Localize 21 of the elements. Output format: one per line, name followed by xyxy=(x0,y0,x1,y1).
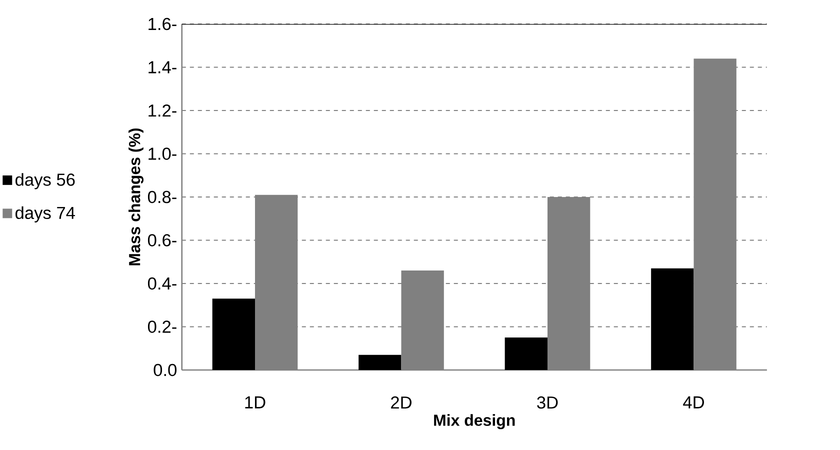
legend-label: days 56 xyxy=(16,173,75,190)
x-axis-title: Mix design xyxy=(434,414,515,430)
y-tick-label: 1.2- xyxy=(148,104,176,117)
x-tick-label: 3D xyxy=(537,396,558,409)
x-tick-label: 1D xyxy=(245,396,266,408)
y-tick-label: 0.2- xyxy=(148,320,176,333)
y-axis-title: Mass changes (%) xyxy=(128,128,144,266)
bar xyxy=(358,354,402,370)
bar xyxy=(651,268,694,370)
y-tick-label: 0.8- xyxy=(148,190,176,204)
y-tick-label: 0.6- xyxy=(148,234,176,246)
x-tick-label: 2D xyxy=(391,396,412,408)
y-tick-label: 1.0- xyxy=(148,148,176,160)
y-tick-label: 0.4- xyxy=(148,277,176,290)
y-tick-label: 1.4- xyxy=(148,61,176,74)
y-tick-label: 0.0 xyxy=(154,364,177,376)
y-tick-label: 1.6- xyxy=(148,18,176,30)
bar xyxy=(212,298,256,370)
legend-label: days 74 xyxy=(16,206,75,222)
bar xyxy=(504,338,548,370)
x-tick-label: 4D xyxy=(683,396,704,408)
